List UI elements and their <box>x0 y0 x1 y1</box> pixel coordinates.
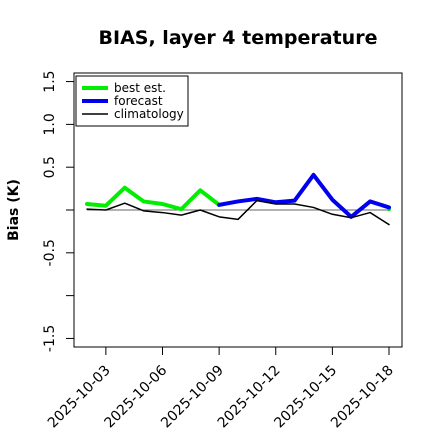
legend-label-2: climatology <box>114 107 184 121</box>
series-line-2 <box>86 199 390 226</box>
y-axis: -1.5 -0.5 0.5 1.0 1.5 <box>42 70 74 352</box>
x-axis: 2025-10-032025-10-062025-10-092025-10-12… <box>45 347 397 431</box>
y-tick-label: -0.5 <box>42 239 58 266</box>
y-tick-label: 1.0 <box>42 113 58 135</box>
legend-label-0: best est. <box>114 81 166 95</box>
y-axis-label: Bias (K) <box>6 179 22 241</box>
y-tick-label: -1.5 <box>42 325 58 352</box>
series-line-0 <box>85 185 222 212</box>
chart-title: BIAS, layer 4 temperature <box>99 27 378 49</box>
y-tick-label: 0.5 <box>42 156 58 178</box>
series-line-1 <box>217 172 391 219</box>
series-layer <box>85 172 391 226</box>
y-tick-label: 1.5 <box>42 70 58 92</box>
legend-label-1: forecast <box>114 94 163 108</box>
